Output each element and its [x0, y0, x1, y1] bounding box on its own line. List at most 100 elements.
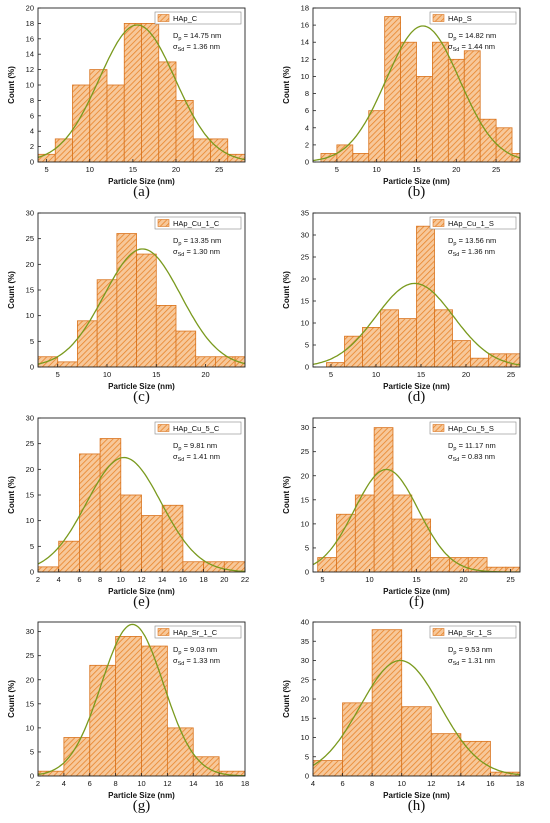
legend	[429, 625, 517, 639]
histogram-bar	[175, 330, 197, 367]
y-tick-label: 5	[305, 543, 309, 552]
histogram-bar	[79, 453, 101, 572]
x-tick-label: 16	[486, 779, 494, 788]
y-tick-label: 0	[305, 158, 309, 167]
histogram-bar	[430, 557, 450, 572]
panel-caption: (d)	[407, 389, 426, 405]
y-tick-label: 18	[301, 4, 309, 13]
y-tick-label: 30	[26, 627, 34, 636]
legend	[154, 216, 242, 230]
y-tick-label: 4	[30, 127, 34, 136]
panel-caption: (g)	[132, 798, 151, 814]
histogram-bar	[175, 100, 194, 162]
x-axis-label: Particle Size (nm)	[108, 791, 175, 800]
x-tick-label: 2	[36, 779, 40, 788]
y-tick-label: 25	[26, 439, 34, 448]
x-tick-label: 10	[137, 779, 145, 788]
histogram-bar	[398, 318, 417, 367]
y-tick-label: 15	[301, 714, 309, 723]
y-tick-label: 14	[26, 50, 34, 59]
histogram-bar	[158, 61, 177, 162]
panel-caption: (c)	[133, 389, 150, 405]
y-tick-label: 25	[26, 234, 34, 243]
std-dev-annotation: σSd = 0.83 nm	[448, 452, 495, 463]
x-tick-label: 18	[241, 779, 249, 788]
histogram-bar	[447, 58, 465, 162]
x-tick-label: 15	[417, 370, 425, 379]
x-tick-label: 10	[398, 779, 406, 788]
y-tick-label: 25	[301, 675, 309, 684]
histogram-bar	[495, 127, 513, 162]
y-tick-label: 5	[30, 542, 34, 551]
x-tick-label: 8	[114, 779, 118, 788]
y-axis-label: Count (%)	[282, 476, 291, 514]
histogram-bar	[416, 225, 435, 367]
x-tick-label: 25	[215, 165, 223, 174]
x-axis-label: Particle Size (nm)	[383, 587, 450, 596]
histogram-bar	[452, 340, 471, 367]
legend	[154, 421, 242, 435]
histogram-bar	[430, 733, 462, 776]
legend-swatch	[432, 219, 445, 227]
legend-swatch	[157, 219, 170, 227]
x-tick-label: 20	[459, 575, 467, 584]
x-tick-label: 5	[329, 370, 333, 379]
y-axis-label: Count (%)	[7, 66, 16, 104]
mean-diameter-annotation: Dp = 14.75 nm	[173, 31, 221, 42]
x-axis-label: Particle Size (nm)	[383, 791, 450, 800]
legend	[429, 421, 517, 435]
histogram-bar	[58, 540, 80, 572]
histogram-bar	[54, 138, 73, 162]
histogram-bar	[354, 494, 375, 572]
x-tick-label: 4	[57, 575, 61, 584]
x-tick-label: 5	[45, 165, 49, 174]
legend-label: HAp_S	[448, 14, 472, 23]
histogram-bar	[380, 309, 399, 367]
y-tick-label: 10	[26, 81, 34, 90]
x-tick-label: 15	[412, 165, 420, 174]
histogram-bar	[384, 16, 401, 162]
std-dev-annotation: σSd = 1.33 nm	[173, 656, 220, 667]
histogram-bar	[352, 153, 370, 162]
mean-diameter-annotation: Dp = 9.81 nm	[173, 441, 217, 452]
histogram-bar	[432, 41, 449, 162]
histogram-bar	[434, 309, 453, 367]
y-axis-label: Count (%)	[282, 271, 291, 309]
histogram-bar	[89, 69, 108, 162]
legend-label: HAp_Cu_5_S	[448, 424, 494, 433]
histogram-bar	[136, 253, 157, 367]
histogram-bar	[161, 504, 184, 572]
histogram-panel-5: 2 4 6 8 10 12 14 16 18 20 22 0 5 10 15 20 25 30 Particle S…	[7, 414, 249, 597]
y-tick-label: 8	[30, 96, 34, 105]
x-tick-label: 6	[88, 779, 92, 788]
x-tick-label: 18	[516, 779, 524, 788]
panel-caption: (a)	[133, 184, 150, 200]
x-tick-label: 10	[373, 165, 381, 174]
y-tick-label: 5	[305, 341, 309, 350]
histogram-bar	[182, 561, 204, 572]
y-tick-label: 20	[301, 275, 309, 284]
y-tick-label: 0	[30, 772, 34, 781]
y-tick-label: 6	[30, 111, 34, 120]
y-tick-label: 40	[301, 618, 309, 627]
y-tick-label: 25	[26, 651, 34, 660]
std-dev-annotation: σSd = 1.41 nm	[173, 452, 220, 463]
std-dev-annotation: σSd = 1.30 nm	[173, 247, 220, 258]
y-tick-label: 0	[30, 363, 34, 372]
histogram-bar	[141, 22, 160, 162]
panel-caption: (f)	[409, 594, 424, 610]
y-tick-label: 35	[301, 209, 309, 218]
y-tick-label: 6	[305, 106, 309, 115]
gaussian-fit-curve	[38, 248, 245, 365]
histogram-bar	[342, 702, 373, 776]
mean-diameter-annotation: Dp = 11.17 nm	[448, 441, 496, 452]
histogram-bar	[223, 561, 245, 572]
x-tick-label: 14	[457, 779, 465, 788]
histogram-bar	[215, 356, 236, 367]
legend	[154, 11, 242, 25]
panel-caption: (b)	[407, 184, 426, 200]
histogram-bar	[368, 110, 386, 162]
x-tick-label: 4	[62, 779, 66, 788]
panel-caption: (h)	[407, 798, 426, 814]
histogram-panel-1: 5 10 15 20 25 0 2 4 6 8 10 12 14 16 18 20 Particle Size …	[7, 4, 246, 186]
